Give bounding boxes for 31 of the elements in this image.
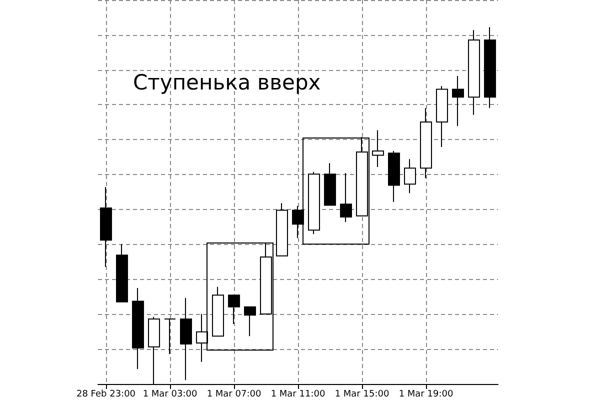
candlestick: [404, 158, 416, 194]
candlestick: [132, 288, 144, 370]
candlestick: [196, 314, 208, 362]
candlestick: [452, 76, 464, 126]
candlestick: [164, 318, 176, 355]
candlestick: [228, 294, 240, 325]
candlestick: [324, 162, 336, 206]
candlestick: [340, 172, 352, 222]
candlestick: [468, 29, 480, 116]
x-tick-label: 1 Mar 15:00: [334, 390, 390, 400]
candlestick: [388, 150, 400, 202]
candlestick: [180, 297, 192, 381]
annotation: Ступенька вверх: [133, 70, 321, 94]
candlestick: [212, 286, 224, 337]
x-tick-label: 28 Feb 23:00: [76, 390, 136, 400]
x-tick-label: 1 Mar 11:00: [270, 390, 326, 400]
candlestick: [420, 108, 432, 179]
x-tick-label: 1 Mar 19:00: [398, 390, 454, 400]
x-tick-label: 1 Mar 07:00: [206, 390, 262, 400]
candlestick: [372, 130, 384, 168]
candlestick: [308, 172, 320, 235]
x-tick-label: 1 Mar 03:00: [142, 390, 198, 400]
candlestick: [116, 244, 128, 302]
candlestick: [260, 242, 272, 315]
candlestick: [276, 202, 288, 256]
candlestick: [436, 86, 448, 148]
candlestick: [356, 136, 368, 216]
candlestick: [244, 306, 256, 337]
candlestick: [292, 205, 304, 239]
candlestick: [484, 26, 496, 109]
candlestick: [100, 186, 112, 268]
